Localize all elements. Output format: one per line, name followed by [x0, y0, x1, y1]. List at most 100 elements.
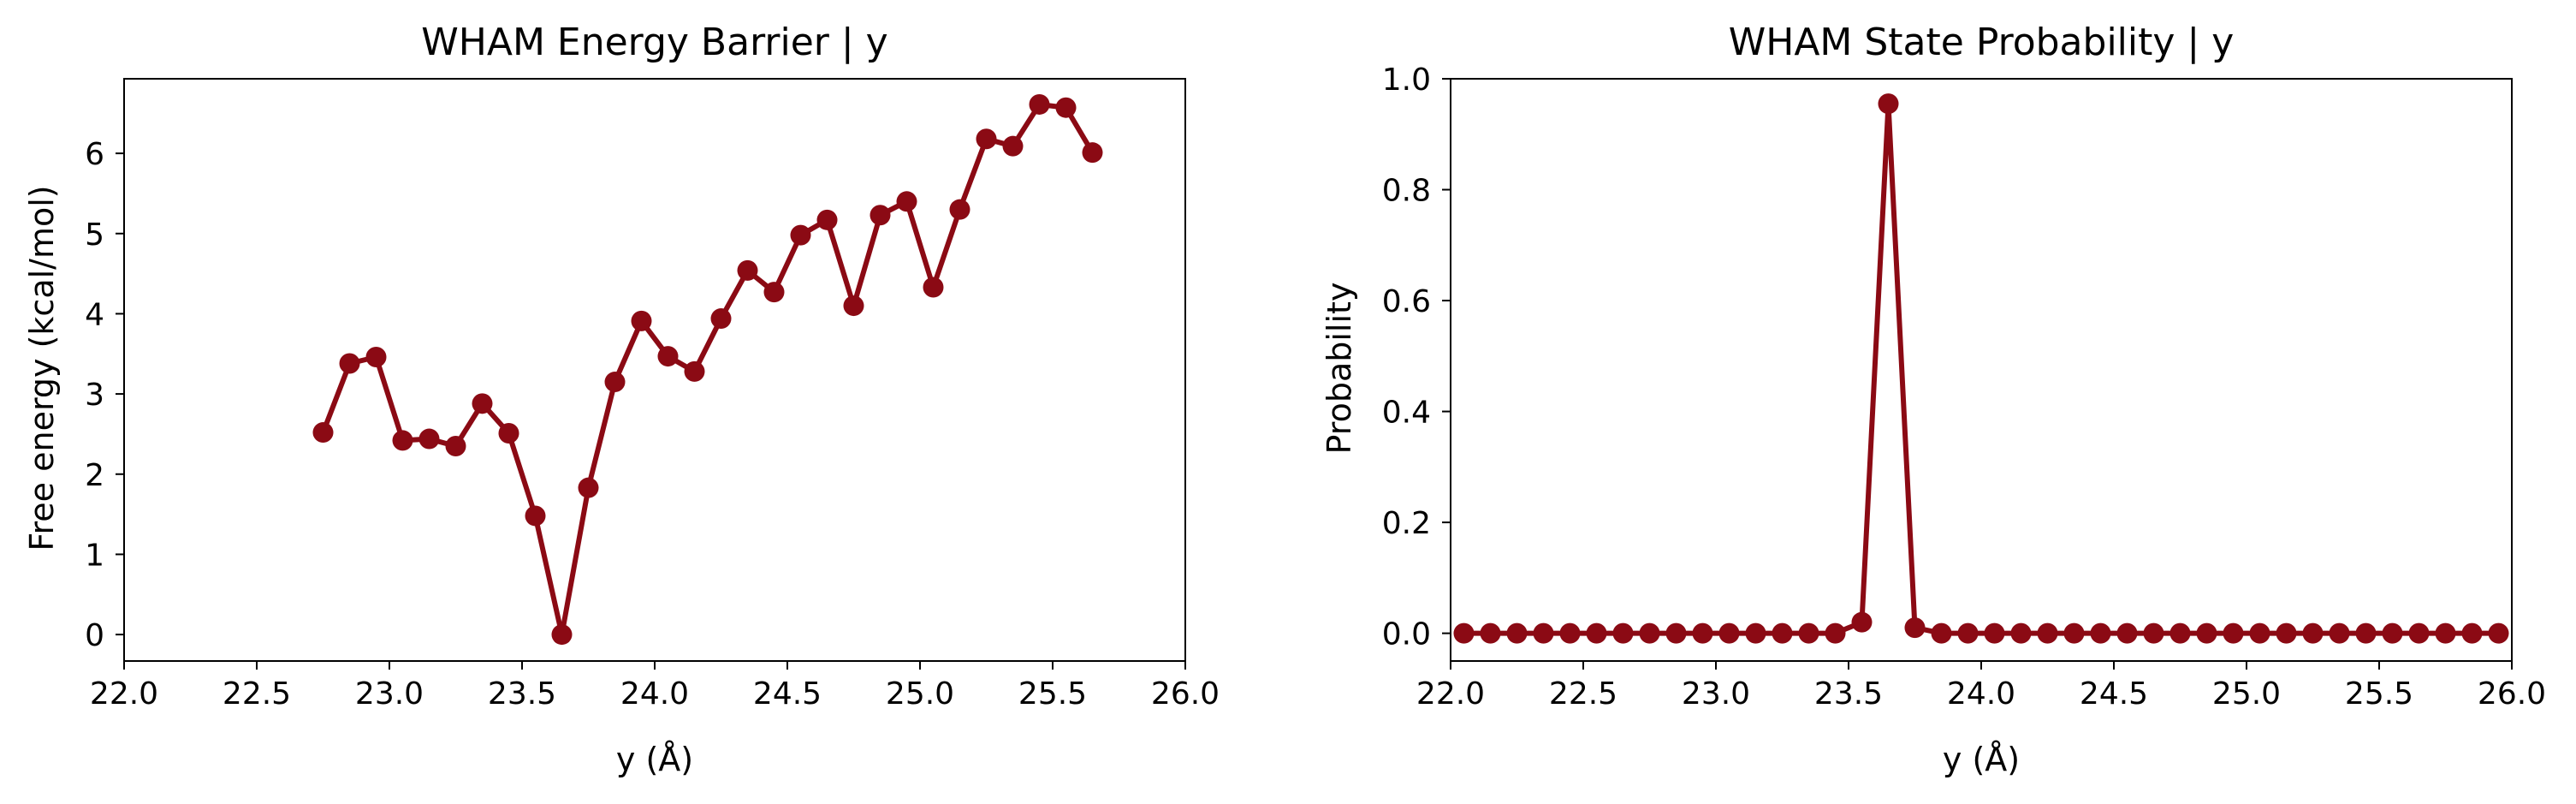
y-axis-label: Probability: [1321, 283, 1358, 455]
y-tick-label: 0.6: [1382, 284, 1431, 319]
data-point: [684, 360, 705, 382]
data-point: [1745, 622, 1766, 644]
data-point: [445, 435, 466, 456]
data-point: [1931, 622, 1952, 644]
data-point: [2090, 622, 2111, 644]
data-point: [1082, 142, 1103, 164]
data-point: [2488, 622, 2509, 644]
data-point: [1718, 622, 1740, 644]
energy-barrier-chart: WHAM Energy Barrier | y y (Å) Free energ…: [23, 21, 1220, 778]
x-tick-label: 23.0: [355, 676, 424, 712]
data-point: [816, 209, 838, 230]
data-point: [604, 372, 626, 393]
data-point: [2143, 622, 2164, 644]
x-tick-label: 23.5: [1814, 676, 1883, 712]
y-tick-label: 0: [85, 618, 104, 653]
data-point: [1904, 617, 1926, 639]
y-tick-label: 3: [85, 378, 104, 413]
data-point: [1984, 622, 2005, 644]
y-tick-label: 4: [85, 297, 104, 332]
data-point: [418, 428, 440, 450]
data-point: [1029, 93, 1050, 115]
x-tick-label: 26.0: [2478, 676, 2546, 712]
x-tick-label: 23.0: [1682, 676, 1750, 712]
data-point: [1878, 93, 1899, 115]
data-point: [2010, 622, 2032, 644]
data-point: [2196, 622, 2217, 644]
y-tick-label: 2: [85, 458, 104, 493]
data-point: [1851, 611, 1873, 633]
data-point: [2329, 622, 2350, 644]
y-tick-label: 1.0: [1382, 63, 1431, 98]
x-tick-label: 23.5: [488, 676, 556, 712]
data-point: [2116, 622, 2138, 644]
x-tick-label: 22.5: [223, 676, 291, 712]
data-point: [472, 393, 493, 414]
y-axis-label: Free energy (kcal/mol): [23, 185, 61, 551]
data-point: [498, 422, 519, 444]
x-tick-label: 25.5: [1018, 676, 1087, 712]
chart-title: WHAM Energy Barrier | y: [421, 21, 887, 64]
data-point: [631, 310, 652, 331]
data-point: [1612, 622, 1634, 644]
data-point: [976, 128, 997, 150]
x-tick-label: 24.0: [1947, 676, 2015, 712]
data-point: [896, 191, 917, 212]
data-point: [1480, 622, 1501, 644]
data-point: [1453, 622, 1475, 644]
data-point: [1002, 135, 1024, 157]
data-point: [2169, 622, 2191, 644]
data-point: [1798, 622, 1819, 644]
data-point: [1586, 622, 1607, 644]
data-point: [1533, 622, 1554, 644]
x-tick-label: 24.0: [620, 676, 689, 712]
x-axis-label: y (Å): [616, 741, 693, 778]
y-tick-label: 1: [85, 538, 104, 573]
data-point: [2382, 622, 2403, 644]
data-point: [2302, 622, 2324, 644]
x-tick-label: 22.0: [90, 676, 158, 712]
y-tick-label: 0.2: [1382, 506, 1431, 541]
data-point: [1692, 622, 1713, 644]
data-point: [710, 308, 732, 330]
data-point: [2435, 622, 2456, 644]
x-tick-label: 22.0: [1416, 676, 1485, 712]
x-axis-label: y (Å): [1943, 741, 2020, 778]
data-point: [2063, 622, 2085, 644]
x-tick-label: 25.5: [2345, 676, 2413, 712]
data-point: [1559, 622, 1581, 644]
y-tick-label: 0.8: [1382, 174, 1431, 209]
x-tick-label: 25.0: [886, 676, 954, 712]
data-point: [1055, 97, 1077, 118]
data-point: [2037, 622, 2058, 644]
data-point: [2249, 622, 2270, 644]
data-point: [2223, 622, 2244, 644]
x-tick-label: 22.5: [1549, 676, 1617, 712]
data-point: [365, 347, 387, 368]
data-point: [392, 430, 413, 451]
data-point: [339, 353, 360, 374]
chart-title: WHAM State Probability | y: [1729, 21, 2235, 64]
data-point: [551, 624, 573, 646]
data-point: [790, 224, 811, 246]
data-point: [578, 477, 599, 498]
state-probability-chart: WHAM State Probability | y y (Å) Probabi…: [1321, 21, 2546, 778]
y-tick-label: 0.4: [1382, 396, 1431, 431]
data-point: [1665, 622, 1687, 644]
data-point: [923, 277, 944, 298]
x-tick-label: 24.5: [2080, 676, 2148, 712]
data-point: [2461, 622, 2483, 644]
data-point: [312, 422, 334, 444]
x-tick-label: 24.5: [753, 676, 822, 712]
x-tick-label: 26.0: [1151, 676, 1220, 712]
data-point: [1825, 622, 1846, 644]
data-point: [949, 199, 970, 220]
data-point: [657, 346, 679, 367]
data-point: [1639, 622, 1660, 644]
data-point: [1772, 622, 1793, 644]
data-point: [2355, 622, 2377, 644]
x-tick-label: 25.0: [2212, 676, 2281, 712]
data-point: [525, 505, 546, 527]
